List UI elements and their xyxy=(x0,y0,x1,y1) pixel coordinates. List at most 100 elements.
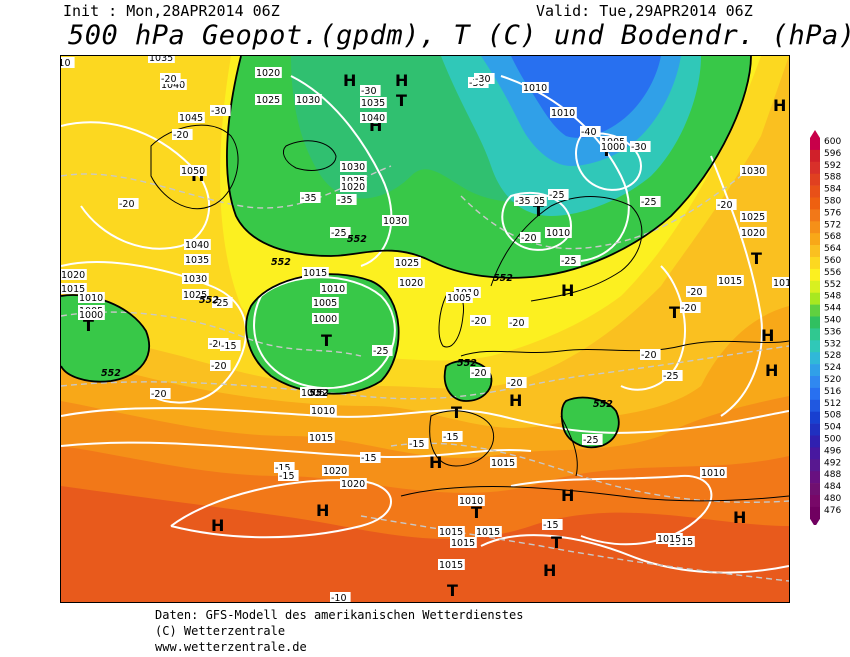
pressure-label-bg xyxy=(78,309,105,320)
high-marker: H xyxy=(395,71,408,90)
pressure-label: 1010 xyxy=(321,284,345,295)
temperature-label: -20 xyxy=(209,339,225,350)
low-marker: T xyxy=(451,403,462,422)
pressure-label: 1025 xyxy=(395,258,419,269)
temperature-label-bg xyxy=(442,431,463,442)
temperature-label: -20 xyxy=(509,318,525,329)
field-low-atlantic xyxy=(246,274,399,394)
coastline-italy xyxy=(560,415,578,477)
pressure-label: 1035 xyxy=(149,55,173,64)
pressure-label-bg xyxy=(772,277,789,288)
pressure-label: 1010 xyxy=(523,83,547,94)
pressure-label-bg xyxy=(340,175,367,186)
legend-swatch xyxy=(810,245,820,258)
isobar-5 xyxy=(61,441,532,459)
legend-label: 520 xyxy=(824,375,841,385)
temperature-label-bg xyxy=(580,126,601,137)
pressure-label: 1010 xyxy=(773,278,790,289)
legend-swatch xyxy=(810,280,820,293)
temperature-label: -35 xyxy=(515,196,531,207)
pressure-label-bg xyxy=(740,227,767,238)
pressure-label-bg xyxy=(600,141,627,152)
legend-arrow xyxy=(810,130,820,138)
legend-swatch xyxy=(810,399,820,412)
temperature-label-bg xyxy=(360,85,381,96)
pressure-label-bg xyxy=(302,267,329,278)
contour-552-north xyxy=(226,56,752,279)
temperature-label-bg xyxy=(118,198,139,209)
pressure-label-bg xyxy=(360,97,387,108)
pressure-label: 1000 xyxy=(313,314,337,325)
pressure-label: 1030 xyxy=(296,95,320,106)
height-label: 552 xyxy=(493,273,513,284)
isobar-10 xyxy=(500,75,630,262)
legend-label: 524 xyxy=(824,363,841,373)
temperature-label: -25 xyxy=(641,197,657,208)
temperature-label-bg xyxy=(61,57,75,68)
pressure-label: 1020 xyxy=(341,182,365,193)
high-marker: H xyxy=(561,486,574,505)
pressure-label-bg xyxy=(160,79,187,90)
temperature-label: -10 xyxy=(331,593,347,603)
temperature-label: -20 xyxy=(681,303,697,314)
temperature-label: -15 xyxy=(443,432,459,443)
legend-label: 484 xyxy=(824,482,841,492)
pressure-label: 1045 xyxy=(179,113,203,124)
legend-swatch xyxy=(810,173,820,186)
legend-label: 560 xyxy=(824,256,841,266)
temperature-label: -25 xyxy=(331,228,347,239)
legend-label: 504 xyxy=(824,423,841,433)
pressure-label: 1015 xyxy=(439,560,463,571)
legend-swatch xyxy=(810,138,820,151)
pressure-label-bg xyxy=(490,457,517,468)
pressure-label: 1030 xyxy=(383,216,407,227)
temperature-label: -20 xyxy=(173,130,189,141)
temperature-label-bg xyxy=(278,470,299,481)
legend-label: 476 xyxy=(824,506,841,516)
isobar-9 xyxy=(290,75,393,267)
isotherm-6 xyxy=(360,515,789,582)
legend-label: 516 xyxy=(824,387,841,397)
high-marker: H xyxy=(316,501,329,520)
pressure-label: 1015 xyxy=(309,433,333,444)
temperature-label-bg xyxy=(508,317,529,328)
temperature-label-bg xyxy=(330,227,351,238)
isotherm-5 xyxy=(460,175,742,250)
legend-label: 500 xyxy=(824,435,841,445)
pressure-label: 1020 xyxy=(61,270,85,281)
height-labels: 552 552 552 552 552 552 552 552 xyxy=(101,234,613,410)
isobar-2 xyxy=(61,261,247,404)
temperature-label: -40 xyxy=(581,127,597,138)
footer-copyright: (C) Wetterzentrale xyxy=(155,624,286,638)
height-label: 552 xyxy=(593,399,613,410)
temperature-label: -20 xyxy=(471,316,487,327)
pressure-label: 1030 xyxy=(341,162,365,173)
legend-swatch xyxy=(810,376,820,389)
pressure-label-bg xyxy=(320,283,347,294)
weather-map: H H H H H H H H H H H H H H H T T T T T … xyxy=(60,55,790,603)
isotherm-2 xyxy=(61,311,362,357)
height-label: 552 xyxy=(199,295,219,306)
temperature-label: -25 xyxy=(561,256,577,267)
temperature-label: -20 xyxy=(687,287,703,298)
legend-label: 556 xyxy=(824,268,841,278)
legend-swatch xyxy=(810,304,820,317)
temperature-label: -25 xyxy=(549,190,565,201)
pressure-label-bg xyxy=(438,559,465,570)
pressure-label-bg xyxy=(717,275,744,286)
legend-swatch xyxy=(810,447,820,460)
pressure-label: 1035 xyxy=(361,98,385,109)
temperature-label-bg xyxy=(274,462,295,473)
legend-swatch xyxy=(810,340,820,353)
low-marker: T xyxy=(321,331,332,350)
temperature-label-bg xyxy=(506,377,527,388)
low-marker: T xyxy=(83,316,94,335)
temperature-label-bg xyxy=(514,195,535,206)
low-marker: T xyxy=(533,201,544,220)
height-label: 552 xyxy=(309,388,329,399)
pressure-label: 1015 xyxy=(61,284,85,295)
pressure-label-bg xyxy=(340,181,367,192)
temperature-label: -15 xyxy=(279,471,295,482)
temperature-label-bg xyxy=(548,189,569,200)
